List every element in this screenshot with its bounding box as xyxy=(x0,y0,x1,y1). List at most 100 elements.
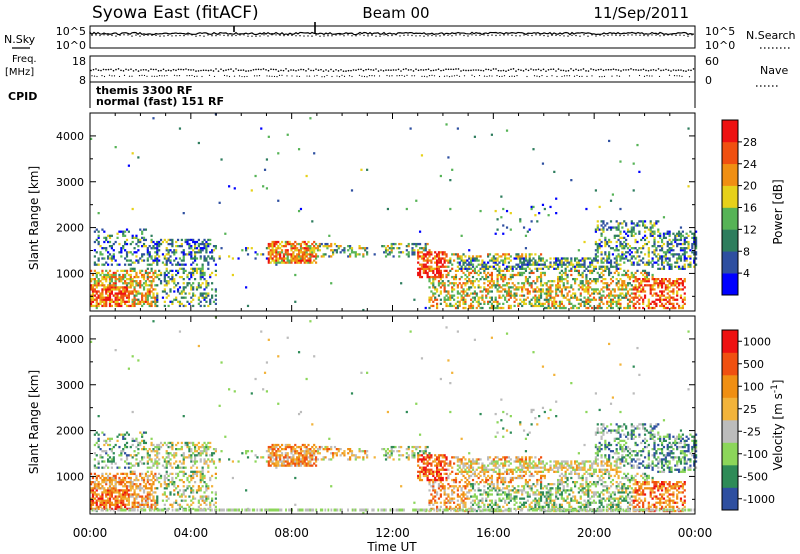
power-cell xyxy=(112,249,115,252)
power-cell xyxy=(600,261,603,264)
power-cell xyxy=(114,280,117,283)
nave-dot xyxy=(388,75,391,77)
power-cell xyxy=(118,296,121,299)
power-cell xyxy=(437,269,441,273)
power-cell xyxy=(297,253,301,256)
power-cell xyxy=(543,207,546,211)
velocity-cell xyxy=(190,450,193,453)
power-cell xyxy=(466,259,469,262)
power-cell xyxy=(632,302,635,306)
power-cell xyxy=(175,251,178,254)
power-cell xyxy=(107,294,110,297)
power-cell xyxy=(577,288,580,291)
power-cell xyxy=(358,247,361,250)
power-cell xyxy=(473,298,476,301)
power-cell xyxy=(129,267,132,270)
nsearch-dot xyxy=(635,34,637,36)
power-cell xyxy=(294,240,297,244)
power-cell xyxy=(190,284,193,287)
power-cell xyxy=(693,257,696,260)
power-cell xyxy=(670,302,673,306)
power-cell xyxy=(297,261,301,264)
power-cell xyxy=(129,278,132,281)
freq-dot xyxy=(392,69,395,71)
power-cell xyxy=(572,306,575,310)
power-cell xyxy=(500,259,503,262)
power-cell xyxy=(250,189,253,192)
velocity-cell xyxy=(135,478,138,482)
velocity-cell xyxy=(193,445,197,449)
velocity-cell xyxy=(144,472,148,476)
power-cell xyxy=(683,280,686,283)
power-cell xyxy=(297,257,301,260)
power-cell xyxy=(570,179,573,182)
freq-dot xyxy=(420,69,422,71)
velocity-cell xyxy=(137,441,140,445)
freq-dot xyxy=(512,68,515,70)
power-cell xyxy=(534,296,537,299)
power-cell xyxy=(608,226,611,229)
power-cell xyxy=(659,284,662,287)
velocity-cell xyxy=(112,497,115,500)
velocity-cell xyxy=(122,499,125,502)
power-cell xyxy=(589,261,592,264)
power-cell xyxy=(536,298,539,301)
nave-dot xyxy=(188,75,191,77)
velocity-cell xyxy=(118,501,121,504)
power-cell xyxy=(178,245,182,248)
power-cell xyxy=(534,294,537,297)
power-cell xyxy=(282,257,286,260)
nsearch-dot xyxy=(587,35,589,37)
power-cell xyxy=(517,288,520,291)
freq-trace xyxy=(90,68,695,78)
power-cell xyxy=(424,263,427,266)
power-cell xyxy=(129,284,132,287)
power-cell xyxy=(458,267,461,270)
power-cell xyxy=(328,255,331,258)
power-cell xyxy=(670,284,673,287)
velocity-cell xyxy=(107,476,110,480)
velocity-cell xyxy=(95,493,98,496)
power-cell xyxy=(481,265,484,268)
power-cell xyxy=(664,286,667,289)
velocity-cell xyxy=(129,483,132,486)
power-cell xyxy=(659,294,662,297)
power-cell xyxy=(585,267,588,270)
power-cell xyxy=(97,282,100,285)
velocity-cell xyxy=(103,439,106,443)
power-cell xyxy=(556,288,560,291)
power-cell xyxy=(190,251,193,254)
power-cell xyxy=(541,290,545,293)
power-cell xyxy=(445,304,448,308)
power-cell xyxy=(541,203,545,207)
freq-dot xyxy=(380,69,382,71)
power-cell xyxy=(411,247,414,250)
nave-dot xyxy=(321,76,323,78)
power-cell xyxy=(526,261,529,264)
power-cell xyxy=(301,240,304,244)
power-cell xyxy=(193,294,197,297)
freq-dot xyxy=(517,68,520,71)
power-cell xyxy=(473,290,476,293)
power-cell xyxy=(672,238,675,242)
power-cell xyxy=(611,253,614,256)
velocity-cell xyxy=(190,503,193,506)
velocity-cell xyxy=(154,507,157,511)
velocity-cell xyxy=(131,483,134,486)
power-cell xyxy=(347,255,350,258)
velocity-cell xyxy=(150,485,153,488)
power-cell xyxy=(522,300,526,303)
nsearch-dot xyxy=(443,34,445,36)
freq-dot xyxy=(495,68,497,70)
power-cell xyxy=(108,275,112,279)
freq-dot xyxy=(497,69,500,72)
freq-dot xyxy=(272,68,275,71)
power-cell xyxy=(613,288,616,291)
nsearch-dot xyxy=(471,34,473,36)
velocity-cell xyxy=(131,470,134,473)
power-cell xyxy=(284,249,287,252)
nsearch-dot xyxy=(419,35,421,37)
power-cell xyxy=(462,290,465,293)
power-cell xyxy=(685,259,688,262)
power-cell xyxy=(437,261,441,264)
